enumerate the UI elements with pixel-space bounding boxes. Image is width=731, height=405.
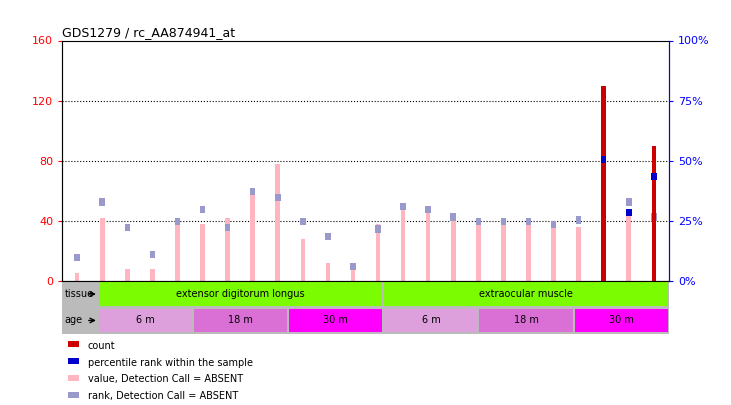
Bar xyxy=(576,227,581,281)
Bar xyxy=(651,273,656,281)
Bar xyxy=(99,282,382,306)
Text: 18 m: 18 m xyxy=(228,315,253,326)
Text: GDS1279 / rc_AA874941_at: GDS1279 / rc_AA874941_at xyxy=(62,26,235,39)
Bar xyxy=(450,213,456,221)
Bar xyxy=(194,309,287,333)
Text: rank, Detection Call = ABSENT: rank, Detection Call = ABSENT xyxy=(88,391,238,401)
Bar xyxy=(476,218,481,225)
Bar xyxy=(99,198,105,206)
Text: count: count xyxy=(88,341,115,351)
Bar xyxy=(350,263,356,270)
Bar xyxy=(501,221,506,281)
Bar xyxy=(451,218,455,281)
Bar xyxy=(401,203,406,210)
Text: 18 m: 18 m xyxy=(514,315,539,326)
Bar xyxy=(125,269,129,281)
Bar xyxy=(68,341,79,347)
Bar xyxy=(150,269,155,281)
Bar xyxy=(300,239,305,281)
Text: extraocular muscle: extraocular muscle xyxy=(479,289,573,299)
Bar xyxy=(626,209,631,281)
Text: percentile rank within the sample: percentile rank within the sample xyxy=(88,358,253,368)
Bar xyxy=(651,213,656,221)
Bar xyxy=(551,225,556,281)
Bar xyxy=(476,221,480,281)
Bar xyxy=(375,225,381,233)
Bar xyxy=(426,209,431,281)
Bar xyxy=(150,251,155,258)
Bar xyxy=(325,263,330,281)
Bar xyxy=(100,218,105,281)
Bar xyxy=(225,218,230,281)
Text: 30 m: 30 m xyxy=(609,315,634,326)
Bar xyxy=(75,254,80,261)
Text: 30 m: 30 m xyxy=(323,315,348,326)
Bar xyxy=(550,221,556,228)
Bar xyxy=(576,216,581,224)
Bar xyxy=(99,309,192,333)
Bar xyxy=(480,309,573,333)
Bar xyxy=(626,198,632,206)
Bar xyxy=(68,392,79,398)
Bar xyxy=(626,209,632,216)
Bar xyxy=(385,309,477,333)
Bar xyxy=(175,218,181,225)
Bar xyxy=(501,218,506,225)
Bar xyxy=(276,164,280,281)
Bar xyxy=(385,282,668,306)
Bar xyxy=(325,233,330,240)
Text: 6 m: 6 m xyxy=(422,315,440,326)
Text: value, Detection Call = ABSENT: value, Detection Call = ABSENT xyxy=(88,374,243,384)
Bar xyxy=(289,309,382,333)
Bar xyxy=(601,221,607,228)
Bar xyxy=(251,191,255,281)
Text: extensor digitorum longus: extensor digitorum longus xyxy=(176,289,305,299)
Text: tissue: tissue xyxy=(64,289,94,299)
Bar xyxy=(175,225,180,281)
Bar xyxy=(526,225,531,281)
Bar xyxy=(75,273,80,281)
Text: 6 m: 6 m xyxy=(136,315,155,326)
Bar xyxy=(300,218,306,225)
Bar xyxy=(526,218,531,225)
Bar xyxy=(651,146,656,281)
Bar xyxy=(200,224,205,281)
Bar xyxy=(225,224,230,231)
Bar xyxy=(200,206,205,213)
Bar xyxy=(124,224,130,231)
Bar xyxy=(401,203,406,281)
Bar xyxy=(575,309,668,333)
Bar xyxy=(602,273,606,281)
Bar xyxy=(275,194,281,201)
Bar xyxy=(602,85,606,281)
Bar xyxy=(376,224,380,281)
Bar xyxy=(351,266,355,281)
Bar xyxy=(601,156,607,163)
Bar xyxy=(250,188,255,195)
Bar xyxy=(651,173,656,180)
Bar xyxy=(68,358,79,364)
Bar xyxy=(425,206,431,213)
Text: age: age xyxy=(64,315,83,326)
Bar xyxy=(68,375,79,381)
